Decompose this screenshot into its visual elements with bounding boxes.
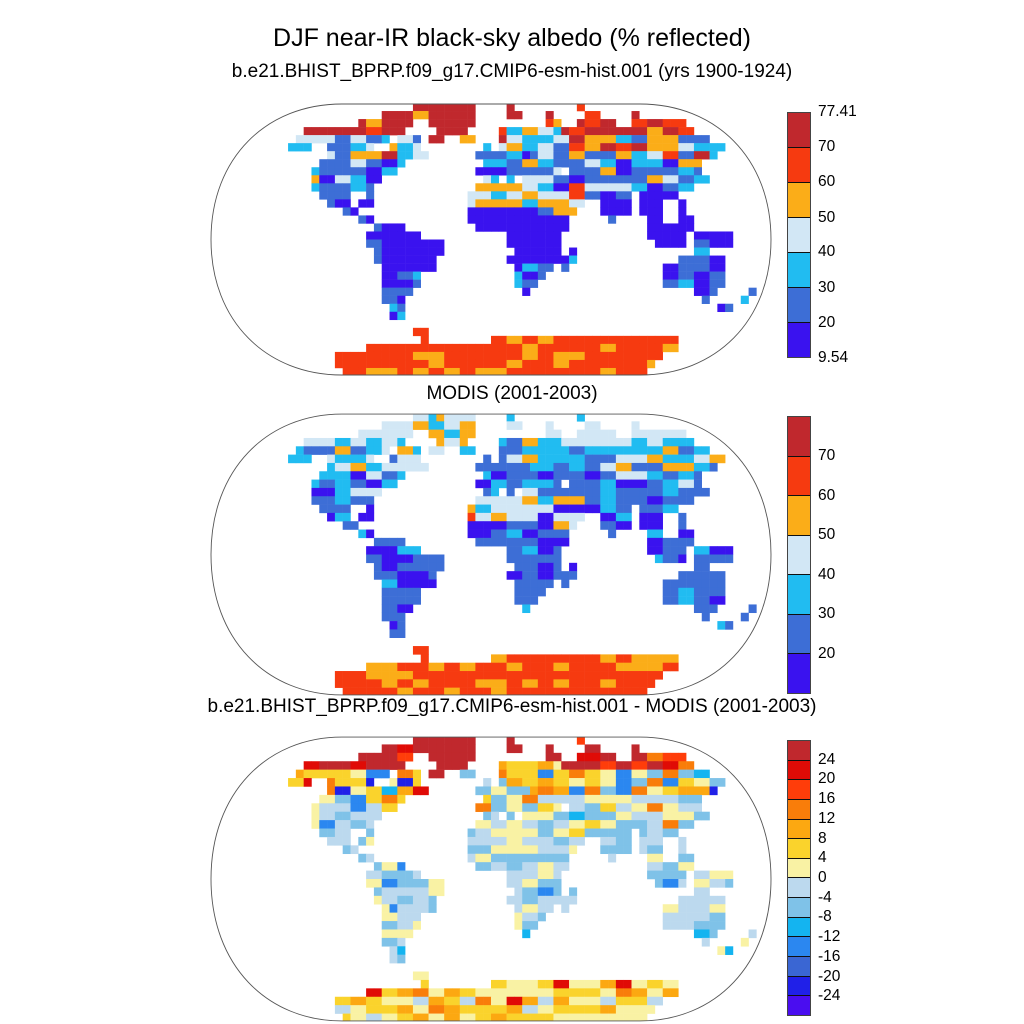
colorbar-segment [788, 897, 810, 917]
colorbar-tick-label: 20 [818, 313, 836, 331]
colorbar-segment [788, 113, 810, 147]
panel-difference-title: b.e21.BHIST_BPRP.f09_g17.CMIP6-esm-hist.… [207, 696, 817, 717]
colorbar-segment [788, 877, 810, 898]
colorbar-tick-label: 8 [818, 829, 827, 847]
colorbar-segment [788, 287, 810, 322]
colorbar-segment [788, 574, 810, 614]
colorbar-tick-label: 70 [818, 446, 836, 464]
colorbar-segment [788, 857, 810, 878]
colorbar-segment [788, 741, 810, 760]
colorbar-tick-label: 12 [818, 809, 836, 827]
colorbar-segment [788, 495, 810, 535]
colorbar-segment [788, 147, 810, 182]
colorbar-tick-label: 77.41 [818, 103, 857, 120]
colorbar-tick-label: -24 [818, 987, 841, 1005]
colorbar-segment [788, 759, 810, 780]
map-difference [210, 736, 772, 1022]
colorbar-tick-label: 30 [818, 605, 836, 623]
map-outline [211, 414, 771, 695]
colorbar-tick-label: 16 [818, 790, 836, 808]
colorbar-strip [787, 112, 811, 358]
colorbar-segment [788, 534, 810, 575]
colorbar-segment [788, 936, 810, 957]
colorbar-tick-label: 50 [818, 526, 836, 544]
panel-modis-title: MODIS (2001-2003) [426, 383, 598, 404]
colorbar-tick-label: 24 [818, 750, 836, 768]
colorbar-tick-label: 4 [818, 849, 827, 867]
colorbar-tick-label: -16 [818, 947, 841, 965]
colorbar-segment [788, 995, 810, 1015]
land-cells [288, 737, 757, 1021]
colorbar-strip [787, 740, 811, 1016]
colorbar-tick-label: 20 [818, 770, 836, 788]
map-outline [211, 104, 771, 375]
colorbar-segment [788, 818, 810, 839]
colorbar-segment [788, 455, 810, 496]
panel-model-title: b.e21.BHIST_BPRP.f09_g17.CMIP6-esm-hist.… [231, 61, 793, 82]
colorbar-tick-label: 9.54 [818, 349, 849, 366]
colorbar-segment [788, 916, 810, 937]
colorbar-tick-label: 70 [818, 138, 836, 156]
colorbar-segment [788, 798, 810, 819]
colorbar-segment [788, 838, 810, 858]
colorbar-tick-label: -12 [818, 928, 841, 946]
map-modis [210, 413, 772, 696]
colorbar-segment [788, 975, 810, 996]
colorbar-segment [788, 956, 810, 976]
map-model [210, 103, 772, 376]
colorbar-tick-label: 60 [818, 486, 836, 504]
colorbar-tick-label: 20 [818, 645, 836, 663]
map-outline [211, 737, 771, 1021]
colorbar-segment [788, 779, 810, 799]
colorbar-segment [788, 217, 810, 252]
colorbar-tick-label: 50 [818, 208, 836, 226]
colorbar-tick-label: 40 [818, 565, 836, 583]
colorbar-strip [787, 416, 811, 694]
colorbar-tick-label: -4 [818, 888, 832, 906]
colorbar-segment [788, 653, 810, 694]
colorbar-segment [788, 417, 810, 456]
colorbar-tick-label: 60 [818, 173, 836, 191]
colorbar-segment [788, 613, 810, 654]
colorbar-segment [788, 182, 810, 217]
colorbar-tick-label: 0 [818, 869, 827, 886]
colorbar-difference: 24 20 16 12 8 4 0 -4 -8 -12 -16 -20 -24 [787, 740, 857, 1016]
land-cells [288, 104, 757, 375]
colorbar-tick-label: -20 [818, 967, 841, 985]
colorbar-tick-label: 40 [818, 243, 836, 261]
land-cells [288, 414, 757, 695]
colorbar-modis: 70 60 50 40 30 20 [787, 416, 857, 694]
colorbar-segment [788, 322, 810, 357]
figure-title: DJF near-IR black-sky albedo (% reflecte… [273, 24, 751, 52]
colorbar-tick-label: -8 [818, 908, 832, 926]
colorbar-segment [788, 252, 810, 287]
colorbar-tick-label: 30 [818, 278, 836, 296]
colorbar-model: 77.41 70 60 50 40 30 20 9.54 [787, 103, 857, 366]
